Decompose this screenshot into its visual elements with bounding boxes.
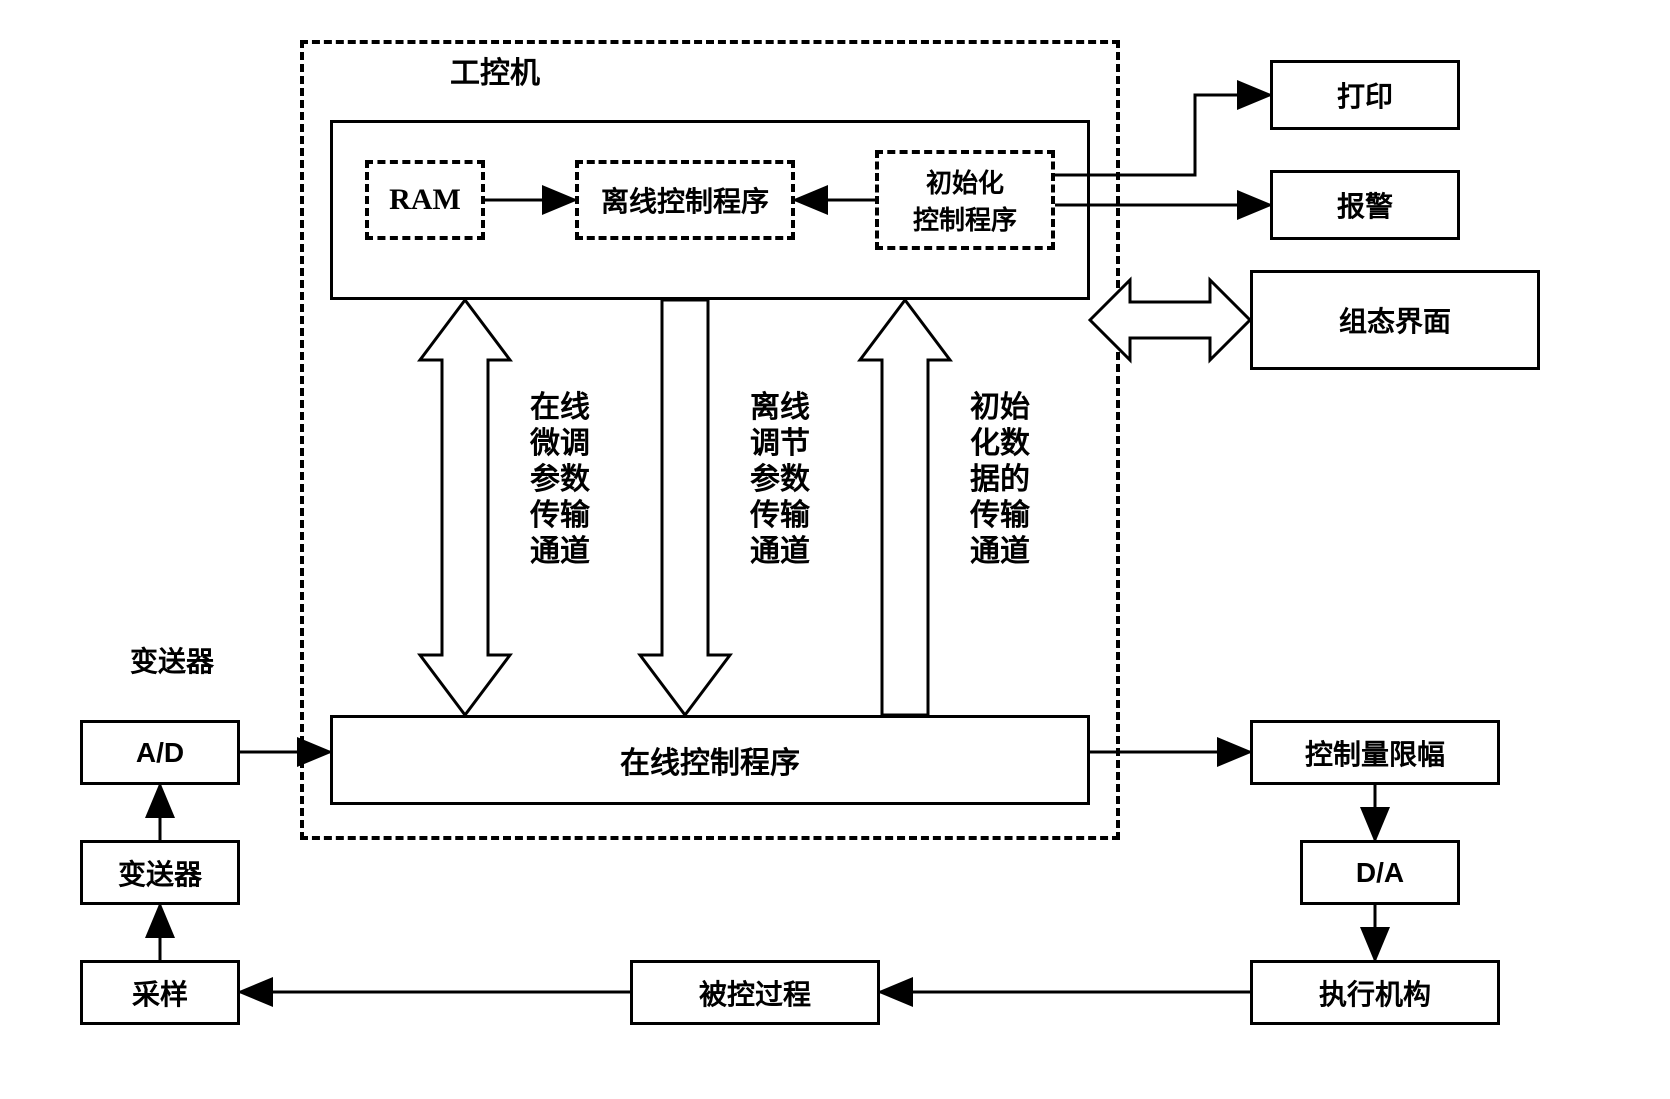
ipc-title: 工控机 xyxy=(450,48,540,92)
ram-box: RAM xyxy=(365,160,485,240)
alarm-box: 报警 xyxy=(1270,170,1460,240)
config-ui-box: 组态界面 xyxy=(1250,270,1540,370)
channel2-label: 离线 调节 参数 传输 通道 xyxy=(750,390,810,570)
ch1-2: 微调 xyxy=(530,426,590,462)
init-prog-l1: 初始化 xyxy=(926,163,1004,200)
print-label: 打印 xyxy=(1337,75,1393,115)
init-prog-box: 初始化 控制程序 xyxy=(875,150,1055,250)
ch1-5: 通道 xyxy=(530,534,590,570)
transmitter-section-label: 变送器 xyxy=(130,640,214,680)
ch3-3: 据的 xyxy=(970,462,1030,498)
ch1-1: 在线 xyxy=(530,390,590,426)
ch2-4: 传输 xyxy=(750,498,810,534)
ch2-5: 通道 xyxy=(750,534,810,570)
ch1-4: 传输 xyxy=(530,498,590,534)
channel1-label: 在线 微调 参数 传输 通道 xyxy=(530,390,590,570)
sample-label: 采样 xyxy=(132,973,188,1013)
ch1-3: 参数 xyxy=(530,462,590,498)
process-box: 被控过程 xyxy=(630,960,880,1025)
sample-box: 采样 xyxy=(80,960,240,1025)
ch2-2: 调节 xyxy=(750,426,810,462)
ctrl-limit-box: 控制量限幅 xyxy=(1250,720,1500,785)
offline-prog-label: 离线控制程序 xyxy=(601,180,769,220)
ch3-5: 通道 xyxy=(970,534,1030,570)
online-prog-label: 在线控制程序 xyxy=(620,738,800,782)
ch3-4: 传输 xyxy=(970,498,1030,534)
da-label: D/A xyxy=(1356,857,1404,889)
offline-prog-box: 离线控制程序 xyxy=(575,160,795,240)
ch2-1: 离线 xyxy=(750,390,810,426)
transmitter-box-label: 变送器 xyxy=(118,853,202,893)
ch2-3: 参数 xyxy=(750,462,810,498)
da-box: D/A xyxy=(1300,840,1460,905)
ch3-1: 初始 xyxy=(970,390,1030,426)
online-prog-box: 在线控制程序 xyxy=(330,715,1090,805)
ad-label: A/D xyxy=(136,737,184,769)
transmitter-box: 变送器 xyxy=(80,840,240,905)
ch3-2: 化数 xyxy=(970,426,1030,462)
ctrl-limit-label: 控制量限幅 xyxy=(1305,733,1445,773)
actuator-box: 执行机构 xyxy=(1250,960,1500,1025)
ram-label: RAM xyxy=(389,183,461,217)
ad-box: A/D xyxy=(80,720,240,785)
diagram-canvas: 工控机 RAM 离线控制程序 初始化 控制程序 在线控制程序 打印 报警 组态界… xyxy=(20,20,1670,1079)
channel3-label: 初始 化数 据的 传输 通道 xyxy=(970,390,1030,570)
process-label: 被控过程 xyxy=(699,973,811,1013)
alarm-label: 报警 xyxy=(1337,185,1393,225)
config-ui-label: 组态界面 xyxy=(1339,300,1451,340)
actuator-label: 执行机构 xyxy=(1319,973,1431,1013)
init-prog-l2: 控制程序 xyxy=(913,200,1017,237)
print-box: 打印 xyxy=(1270,60,1460,130)
